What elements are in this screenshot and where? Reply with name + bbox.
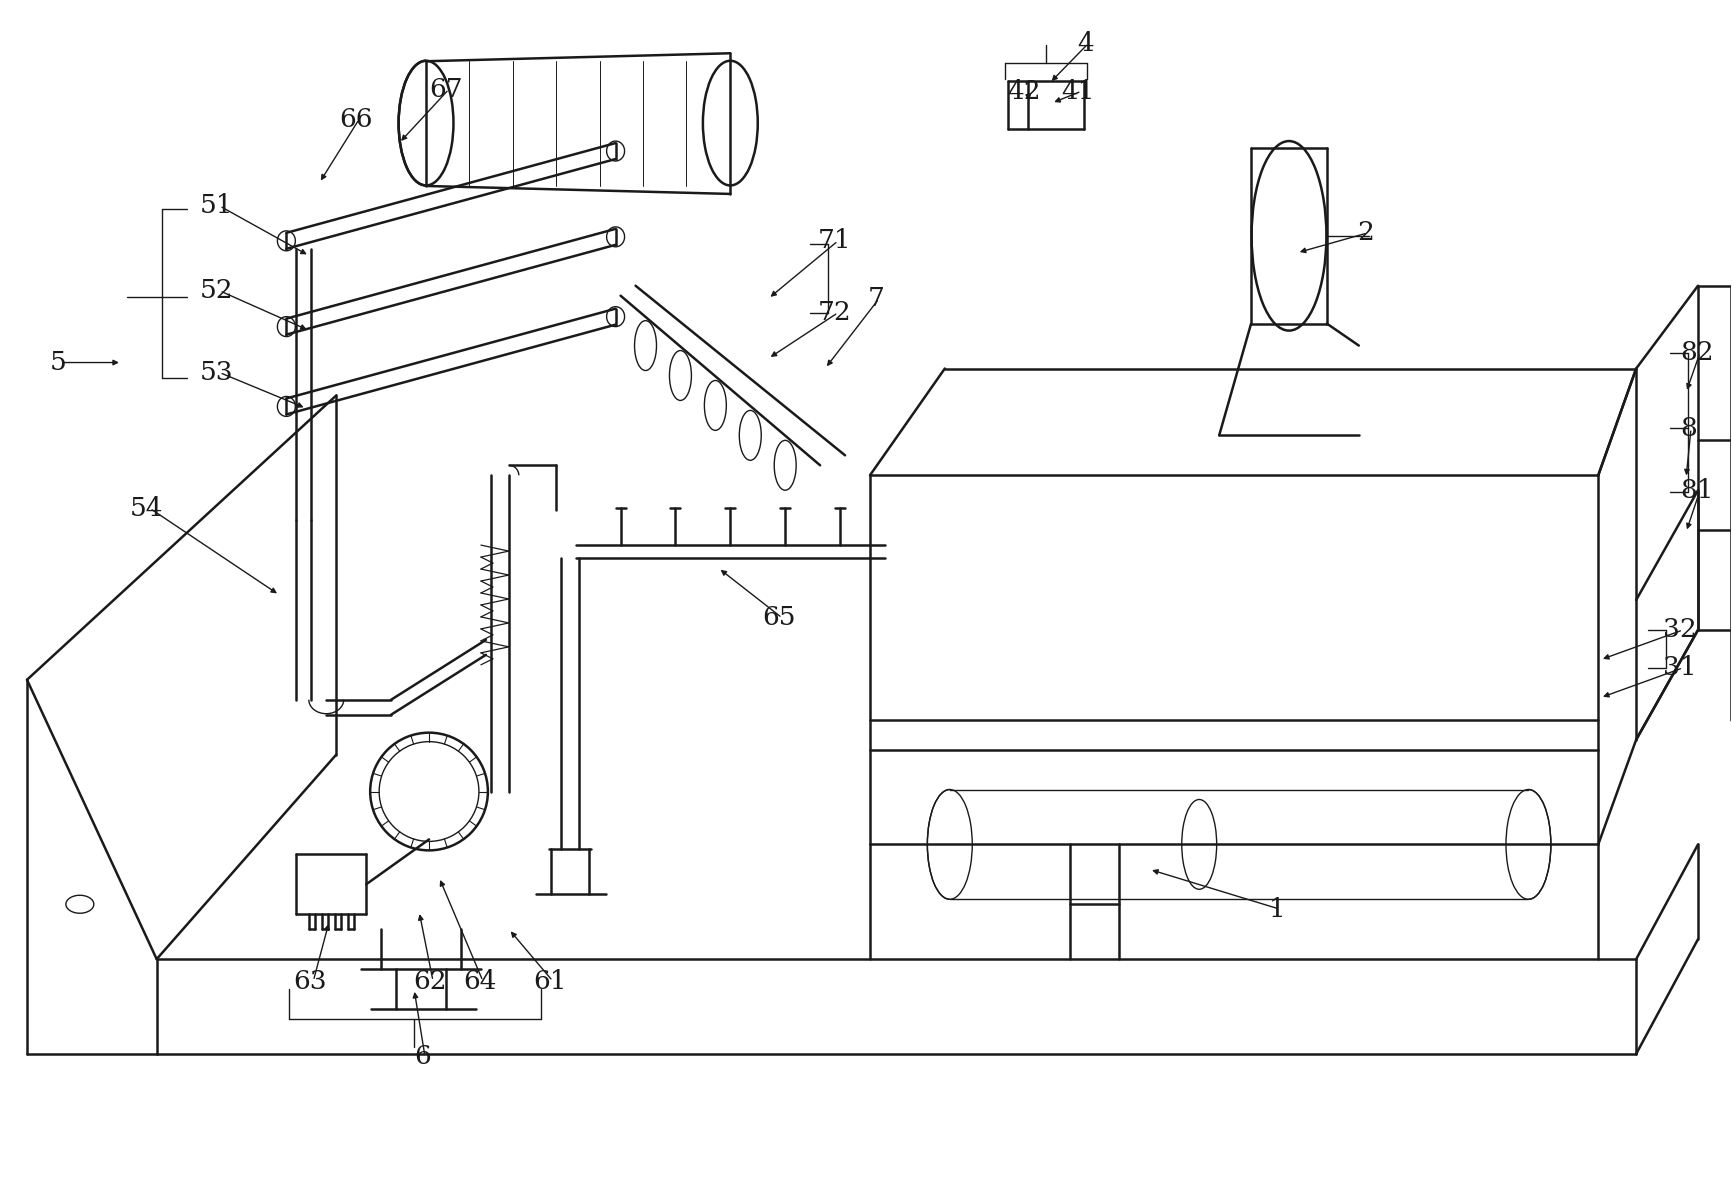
Text: 41: 41 <box>1062 79 1095 104</box>
Text: 71: 71 <box>818 228 850 253</box>
Text: 51: 51 <box>199 193 232 219</box>
Text: 8: 8 <box>1678 415 1696 441</box>
Text: 1: 1 <box>1268 897 1285 922</box>
Text: 7: 7 <box>868 286 885 311</box>
Text: 53: 53 <box>199 360 234 385</box>
Text: 61: 61 <box>532 969 566 993</box>
Text: 65: 65 <box>762 605 795 631</box>
Text: 81: 81 <box>1678 478 1713 503</box>
Text: 6: 6 <box>414 1044 431 1070</box>
Text: 63: 63 <box>293 969 327 993</box>
Text: 2: 2 <box>1356 220 1373 245</box>
Text: 67: 67 <box>430 77 462 101</box>
Text: 66: 66 <box>339 107 372 132</box>
Text: 4: 4 <box>1077 31 1093 55</box>
Text: 64: 64 <box>462 969 495 993</box>
Text: 52: 52 <box>199 278 234 304</box>
Text: 62: 62 <box>412 969 447 993</box>
Text: 72: 72 <box>818 300 852 325</box>
Text: 82: 82 <box>1678 340 1713 365</box>
Text: 31: 31 <box>1663 656 1696 680</box>
Text: 5: 5 <box>50 350 66 375</box>
Text: 54: 54 <box>130 496 163 520</box>
Text: 32: 32 <box>1663 618 1696 643</box>
Text: 42: 42 <box>1006 79 1041 104</box>
